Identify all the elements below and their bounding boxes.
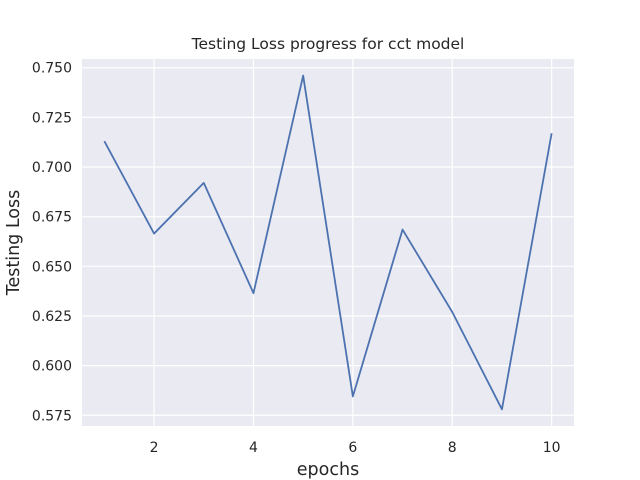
y-axis-label: Testing Loss [4, 190, 24, 296]
y-tick-label: 0.600 [32, 359, 72, 375]
plot-area [82, 59, 574, 426]
y-tick-label: 0.750 [32, 61, 72, 77]
series-layer [103, 74, 553, 411]
y-tick-label: 0.650 [32, 259, 72, 275]
y-tick-label: 0.725 [32, 110, 72, 126]
tick-labels: 2 4 6 8 10 0.575 0.600 0.625 0.650 0.675 0.700 0.72… [32, 61, 561, 456]
x-tick-label: 10 [543, 440, 561, 456]
x-tick-label: 6 [348, 440, 357, 456]
x-tick-label: 4 [249, 440, 258, 456]
x-axis-label: epochs [297, 460, 359, 480]
x-tick-label: 2 [150, 440, 159, 456]
y-tick-label: 0.675 [32, 210, 72, 226]
x-tick-label: 8 [448, 440, 457, 456]
grid [82, 59, 574, 426]
chart-title: Testing Loss progress for cct model [191, 35, 465, 53]
y-tick-label: 0.625 [32, 309, 72, 325]
series-line [103, 74, 553, 411]
y-tick-label: 0.700 [32, 160, 72, 176]
y-tick-label: 0.575 [32, 408, 72, 424]
